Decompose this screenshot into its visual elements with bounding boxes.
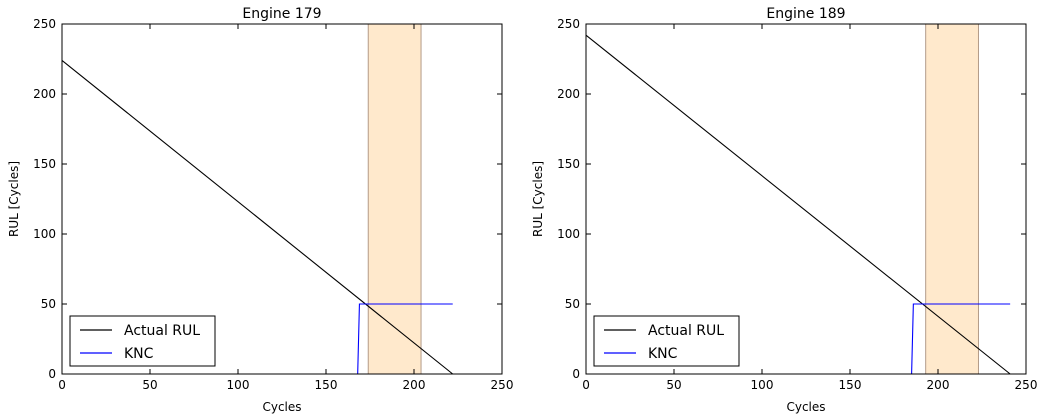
shaded-band (368, 24, 422, 374)
x-tick-label: 150 (315, 378, 338, 392)
y-tick-label: 50 (41, 297, 56, 311)
x-tick-label: 250 (1015, 378, 1038, 392)
legend-box (69, 315, 216, 367)
legend-label-knc: KNC (124, 346, 154, 362)
y-tick-label: 0 (572, 367, 580, 381)
y-tick-label: 150 (33, 157, 56, 171)
x-tick-label: 100 (227, 378, 250, 392)
legend-label-actual-rul: Actual RUL (648, 323, 724, 339)
x-tick-label: 50 (142, 378, 157, 392)
x-tick-label: 200 (927, 378, 950, 392)
x-tick-label: 250 (491, 378, 514, 392)
y-axis-label: RUL [Cycles] (531, 161, 545, 237)
shaded-band (925, 24, 979, 374)
y-tick-label: 200 (557, 87, 580, 101)
y-tick-label: 100 (557, 227, 580, 241)
y-tick-label: 250 (557, 17, 580, 31)
series-line-actual-rul (61, 59, 454, 375)
legend-label-actual-rul: Actual RUL (124, 323, 200, 339)
series-line-actual-rul (585, 34, 1011, 375)
plot-frame (61, 23, 503, 375)
y-tick-label: 50 (565, 297, 580, 311)
legend: Actual RUL KNC (69, 315, 216, 367)
y-tick-label: 250 (33, 17, 56, 31)
plot-frame (585, 23, 1027, 375)
y-axis-label: RUL [Cycles] (7, 161, 21, 237)
y-tick-label: 0 (48, 367, 56, 381)
x-axis-label: Cycles (262, 400, 301, 414)
y-tick-label: 150 (557, 157, 580, 171)
x-tick-label: 100 (751, 378, 774, 392)
y-tick-label: 100 (33, 227, 56, 241)
chart-panel-engine-179: 0 50 100 150 200 250 0 50 100 150 200 250 Engine 17… (7, 6, 513, 414)
x-tick-label: 200 (403, 378, 426, 392)
x-tick-label: 50 (666, 378, 681, 392)
legend-box (593, 315, 740, 367)
chart-title: Engine 179 (242, 6, 321, 22)
x-tick-label: 0 (58, 378, 66, 392)
legend: Actual RUL KNC (593, 315, 740, 367)
x-tick-label: 150 (839, 378, 862, 392)
x-axis-label: Cycles (786, 400, 825, 414)
chart-title: Engine 189 (766, 6, 845, 22)
chart-panel-engine-189: 0 50 100 150 200 250 0 50 100 150 200 250 Engine 18… (531, 6, 1037, 414)
legend-label-knc: KNC (648, 346, 678, 362)
y-tick-label: 200 (33, 87, 56, 101)
x-tick-label: 0 (582, 378, 590, 392)
